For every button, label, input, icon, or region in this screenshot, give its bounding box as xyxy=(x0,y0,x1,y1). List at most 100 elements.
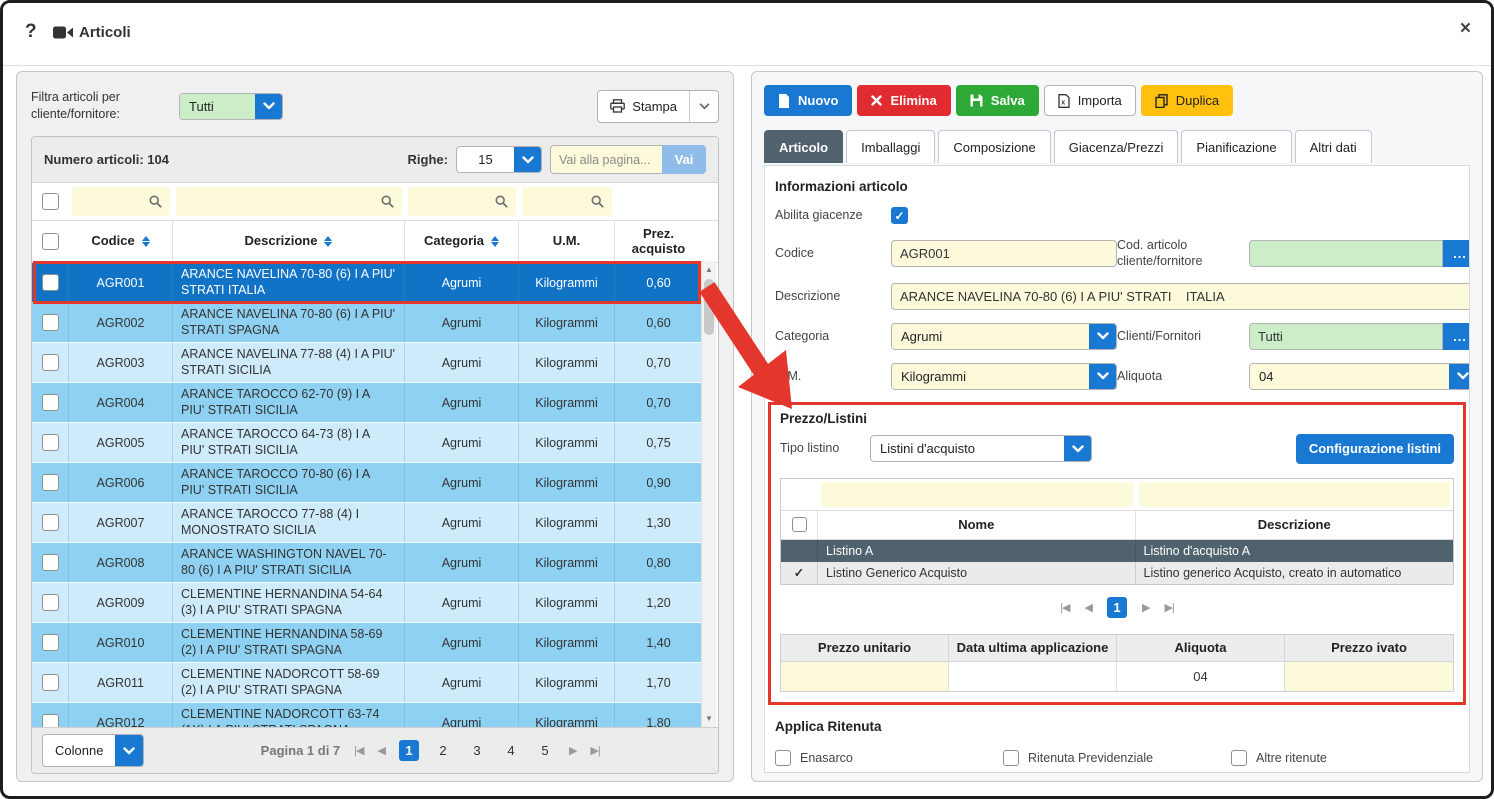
listini-filter-descrizione[interactable] xyxy=(1138,481,1450,507)
listini-filter-nome[interactable] xyxy=(821,481,1133,507)
column-header-descrizione[interactable]: Descrizione xyxy=(173,221,405,262)
table-row[interactable]: AGR003 ARANCE NAVELINA 77-88 (4) I A PIU… xyxy=(32,343,702,383)
search-codice-input[interactable] xyxy=(72,187,170,216)
prev-page-icon[interactable]: ◀ xyxy=(1084,601,1094,614)
ritenuta-previdenziale-checkbox[interactable] xyxy=(1003,749,1019,766)
page-number[interactable]: 1 xyxy=(1107,596,1127,618)
columns-button[interactable]: Colonne xyxy=(55,743,104,758)
page-number[interactable]: 2 xyxy=(439,743,447,758)
page-number[interactable]: 4 xyxy=(507,743,515,758)
sort-icon[interactable] xyxy=(324,236,333,247)
search-categoria-input[interactable] xyxy=(408,187,516,216)
rows-per-page-select[interactable]: 15 xyxy=(456,146,542,173)
descrizione-input[interactable] xyxy=(891,282,1469,310)
print-options-button[interactable] xyxy=(689,90,718,122)
page-number[interactable]: 3 xyxy=(473,743,481,758)
listini-row[interactable]: Listino A Listino d'acquisto A xyxy=(781,539,1453,562)
row-checkbox[interactable] xyxy=(41,314,59,331)
select-all-checkbox[interactable] xyxy=(42,193,59,210)
aliquota-cell[interactable]: 04 xyxy=(1117,661,1285,691)
sort-icon[interactable] xyxy=(141,236,150,247)
enasarco-checkbox[interactable] xyxy=(775,749,791,766)
prev-page-icon[interactable]: ◀ xyxy=(377,745,386,757)
abilita-giacenze-checkbox[interactable]: ✓ xyxy=(891,207,908,224)
listini-select-all-checkbox[interactable] xyxy=(791,517,807,532)
row-checkbox[interactable] xyxy=(41,594,59,611)
page-number[interactable]: 5 xyxy=(541,743,549,758)
new-button[interactable]: Nuovo xyxy=(764,85,853,116)
table-row[interactable]: AGR005 ARANCE TAROCCO 64-73 (8) I A PIU'… xyxy=(32,423,702,463)
goto-page-button[interactable]: Vai xyxy=(662,145,706,174)
sort-icon[interactable] xyxy=(490,236,499,247)
table-row[interactable]: AGR008 ARANCE WASHINGTON NAVEL 70-80 (6)… xyxy=(32,543,702,583)
last-page-icon[interactable]: ▶| xyxy=(1164,601,1174,614)
cod-articolo-cf-more-button[interactable]: ... xyxy=(1443,239,1469,267)
row-checkbox[interactable] xyxy=(41,634,59,651)
altre-ritenute-checkbox[interactable] xyxy=(1231,749,1247,766)
table-row[interactable]: AGR009 CLEMENTINE HERNANDINA 54-64 (3) I… xyxy=(32,583,702,623)
row-checkbox[interactable] xyxy=(41,474,59,491)
table-row[interactable]: AGR001 ARANCE NAVELINA 70-80 (6) I A PIU… xyxy=(32,263,702,303)
um-select[interactable]: Kilogrammi xyxy=(891,362,1117,390)
video-tutorial-icon[interactable] xyxy=(53,26,73,44)
cod-articolo-cf-input[interactable] xyxy=(1249,239,1443,267)
save-button[interactable]: Salva xyxy=(955,85,1039,116)
clienti-fornitori-more-button[interactable]: ... xyxy=(1443,322,1469,350)
first-page-icon[interactable]: |◀ xyxy=(354,745,364,757)
configurazione-listini-button[interactable]: Configurazione listini xyxy=(1295,433,1454,464)
search-um-input[interactable] xyxy=(522,187,612,216)
table-scrollbar[interactable]: ▲ ▼ xyxy=(701,261,716,727)
tab[interactable]: Imballaggi xyxy=(846,130,936,163)
help-icon[interactable]: ? xyxy=(25,21,37,42)
delete-button[interactable]: Elimina xyxy=(857,85,951,116)
scroll-up-icon[interactable]: ▲ xyxy=(705,265,713,274)
table-row[interactable]: AGR004 ARANCE TAROCCO 62-70 (9) I A PIU'… xyxy=(32,383,702,423)
row-checkbox[interactable] xyxy=(41,354,59,371)
tab[interactable]: Articolo xyxy=(764,130,844,163)
table-row[interactable]: AGR007 ARANCE TAROCCO 77-88 (4) I MONOST… xyxy=(32,503,702,543)
row-checkbox[interactable] xyxy=(41,554,59,571)
tab[interactable]: Composizione xyxy=(938,130,1051,163)
table-row[interactable]: AGR002 ARANCE NAVELINA 70-80 (6) I A PIU… xyxy=(32,303,702,343)
next-page-icon[interactable]: ▶ xyxy=(1142,601,1151,614)
close-icon[interactable]: × xyxy=(1459,18,1471,39)
page-number[interactable]: 1 xyxy=(398,740,419,761)
last-page-icon[interactable]: ▶| xyxy=(590,745,600,757)
tab[interactable]: Giacenza/Prezzi xyxy=(1053,130,1179,163)
search-descrizione-input[interactable] xyxy=(176,187,402,216)
column-header-codice[interactable]: Codice xyxy=(69,221,173,262)
aliquota-select[interactable]: 04 xyxy=(1249,362,1469,390)
row-checkbox[interactable] xyxy=(41,714,59,727)
duplicate-button[interactable]: Duplica xyxy=(1140,85,1234,116)
row-checkbox[interactable] xyxy=(41,274,59,291)
prezzo-unitario-cell[interactable] xyxy=(781,661,949,691)
listini-row[interactable]: ✓ Listino Generico Acquisto Listino gene… xyxy=(781,561,1453,584)
categoria-select[interactable]: Agrumi xyxy=(891,322,1117,350)
codice-input[interactable] xyxy=(891,239,1117,267)
select-all-checkbox[interactable] xyxy=(42,233,59,250)
table-row[interactable]: AGR006 ARANCE TAROCCO 70-80 (6) I A PIU'… xyxy=(32,463,702,503)
import-button[interactable]: x Importa xyxy=(1043,85,1136,116)
row-checkbox[interactable] xyxy=(41,434,59,451)
prezzo-ivato-cell[interactable] xyxy=(1285,661,1453,691)
column-header-categoria[interactable]: Categoria xyxy=(405,221,519,262)
tipo-listino-select[interactable]: Listini d'acquisto xyxy=(870,435,1092,462)
column-header-um[interactable]: U.M. xyxy=(519,221,615,262)
column-header-prezzo[interactable]: Prez. acquisto xyxy=(631,225,686,256)
scrollbar-thumb[interactable] xyxy=(704,279,714,335)
row-checkbox[interactable] xyxy=(41,514,59,531)
columns-options-button[interactable] xyxy=(115,735,144,766)
first-page-icon[interactable]: |◀ xyxy=(1060,601,1070,614)
row-checkbox[interactable] xyxy=(41,674,59,691)
client-filter-select[interactable]: Tutti xyxy=(179,92,283,120)
data-ultima-applicazione-cell[interactable] xyxy=(949,661,1117,691)
scroll-down-icon[interactable]: ▼ xyxy=(705,714,713,723)
row-checkbox[interactable] xyxy=(41,394,59,411)
print-button[interactable]: Stampa xyxy=(598,91,689,122)
table-row[interactable]: AGR012 CLEMENTINE NADORCOTT 63-74 (1X) I… xyxy=(32,703,702,727)
next-page-icon[interactable]: ▶ xyxy=(568,745,578,757)
table-row[interactable]: AGR011 CLEMENTINE NADORCOTT 58-69 (2) I … xyxy=(32,663,702,703)
goto-page-input[interactable] xyxy=(550,145,662,174)
table-row[interactable]: AGR010 CLEMENTINE HERNANDINA 58-69 (2) I… xyxy=(32,623,702,663)
clienti-fornitori-input[interactable] xyxy=(1249,322,1443,350)
